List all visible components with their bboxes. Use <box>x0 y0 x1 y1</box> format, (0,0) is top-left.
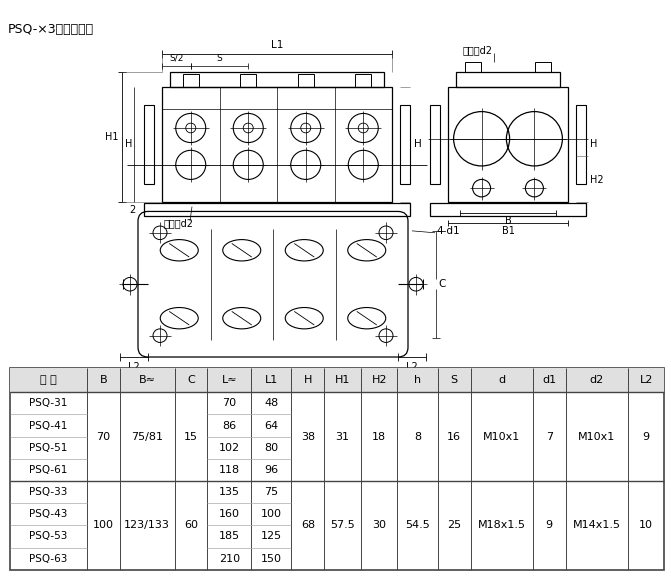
Text: PSQ-41: PSQ-41 <box>30 420 68 431</box>
Text: 31: 31 <box>336 431 350 442</box>
Bar <box>144 203 410 217</box>
Text: 15: 15 <box>184 431 198 442</box>
Text: 型 号: 型 号 <box>40 375 57 385</box>
Bar <box>240 74 256 87</box>
Text: 7: 7 <box>546 431 553 442</box>
Text: 70: 70 <box>96 431 110 442</box>
Text: H: H <box>304 375 312 385</box>
Text: S: S <box>451 375 458 385</box>
Text: 9: 9 <box>546 521 553 530</box>
Text: 210: 210 <box>219 554 240 564</box>
Text: 96: 96 <box>264 465 278 475</box>
Bar <box>355 74 371 87</box>
Text: 57.5: 57.5 <box>330 521 355 530</box>
Text: 125: 125 <box>261 532 282 541</box>
Text: 出油口d2: 出油口d2 <box>164 218 194 228</box>
Text: 8: 8 <box>414 431 421 442</box>
Bar <box>400 105 410 184</box>
Text: L1: L1 <box>265 375 278 385</box>
Text: 30: 30 <box>372 521 386 530</box>
Bar <box>430 105 440 184</box>
Text: C: C <box>187 375 195 385</box>
Bar <box>10 368 664 392</box>
Text: H2: H2 <box>590 175 604 185</box>
Text: d1: d1 <box>542 375 556 385</box>
Text: L2: L2 <box>128 362 140 372</box>
Text: 135: 135 <box>219 487 240 497</box>
Text: H1: H1 <box>105 132 118 142</box>
Text: 75: 75 <box>264 487 278 497</box>
Text: B: B <box>99 375 107 385</box>
Text: PSQ-33: PSQ-33 <box>30 487 68 497</box>
Text: L1: L1 <box>271 41 283 50</box>
Bar <box>535 62 551 72</box>
Bar <box>183 74 199 87</box>
Text: PSQ-31: PSQ-31 <box>30 398 68 408</box>
Text: PSQ-×3系列外形图: PSQ-×3系列外形图 <box>8 23 94 36</box>
Text: 118: 118 <box>219 465 240 475</box>
Text: 75/81: 75/81 <box>131 431 163 442</box>
Text: M14x1.5: M14x1.5 <box>573 521 621 530</box>
Text: 10: 10 <box>639 521 653 530</box>
Bar <box>456 72 560 87</box>
Bar <box>170 72 384 87</box>
Text: H: H <box>414 140 422 149</box>
Text: M10x1: M10x1 <box>483 431 520 442</box>
Bar <box>465 62 481 72</box>
Text: 54.5: 54.5 <box>405 521 430 530</box>
Text: 64: 64 <box>264 420 278 431</box>
Text: H: H <box>125 140 132 149</box>
Bar <box>576 105 586 184</box>
Text: 16: 16 <box>447 431 461 442</box>
Text: 185: 185 <box>219 532 240 541</box>
Bar <box>298 74 314 87</box>
Text: S: S <box>217 54 222 63</box>
Text: 48: 48 <box>264 398 278 408</box>
Text: PSQ-53: PSQ-53 <box>30 532 68 541</box>
Text: C: C <box>438 279 446 290</box>
Text: PSQ-61: PSQ-61 <box>30 465 68 475</box>
Text: PSQ-51: PSQ-51 <box>30 443 68 453</box>
Bar <box>448 87 568 201</box>
Text: 160: 160 <box>219 510 240 519</box>
Text: 150: 150 <box>261 554 282 564</box>
Text: 25: 25 <box>447 521 461 530</box>
Text: L2: L2 <box>406 362 418 372</box>
Text: 2: 2 <box>129 204 135 214</box>
Text: 86: 86 <box>222 420 236 431</box>
Text: L≈: L≈ <box>221 375 237 385</box>
Text: 100: 100 <box>261 510 282 519</box>
Text: PSQ-63: PSQ-63 <box>30 554 68 564</box>
Text: d: d <box>498 375 505 385</box>
Text: 100: 100 <box>93 521 113 530</box>
Text: L≈: L≈ <box>266 375 280 386</box>
Text: 38: 38 <box>301 431 315 442</box>
Text: H: H <box>590 140 597 149</box>
Text: M18x1.5: M18x1.5 <box>478 521 525 530</box>
Text: 4-d1: 4-d1 <box>436 226 460 236</box>
Text: B≈: B≈ <box>139 375 156 385</box>
Text: L2: L2 <box>639 375 653 385</box>
Text: d2: d2 <box>590 375 604 385</box>
Text: B: B <box>505 217 511 226</box>
Bar <box>162 87 392 201</box>
Text: 68: 68 <box>301 521 315 530</box>
Text: PSQ-43: PSQ-43 <box>30 510 68 519</box>
Text: B1: B1 <box>501 226 515 236</box>
Text: 70: 70 <box>222 398 236 408</box>
Text: 123/133: 123/133 <box>124 521 170 530</box>
Text: 进油口d2: 进油口d2 <box>463 45 493 56</box>
Text: h: h <box>414 375 421 385</box>
Text: H2: H2 <box>372 375 387 385</box>
Text: 9: 9 <box>643 431 650 442</box>
Text: M10x1: M10x1 <box>578 431 615 442</box>
Bar <box>144 105 154 184</box>
Text: 102: 102 <box>219 443 240 453</box>
Text: 80: 80 <box>264 443 278 453</box>
Text: 60: 60 <box>184 521 198 530</box>
Text: 18: 18 <box>372 431 386 442</box>
Text: H1: H1 <box>335 375 350 385</box>
Bar <box>430 203 586 217</box>
Text: S/2: S/2 <box>169 54 184 63</box>
